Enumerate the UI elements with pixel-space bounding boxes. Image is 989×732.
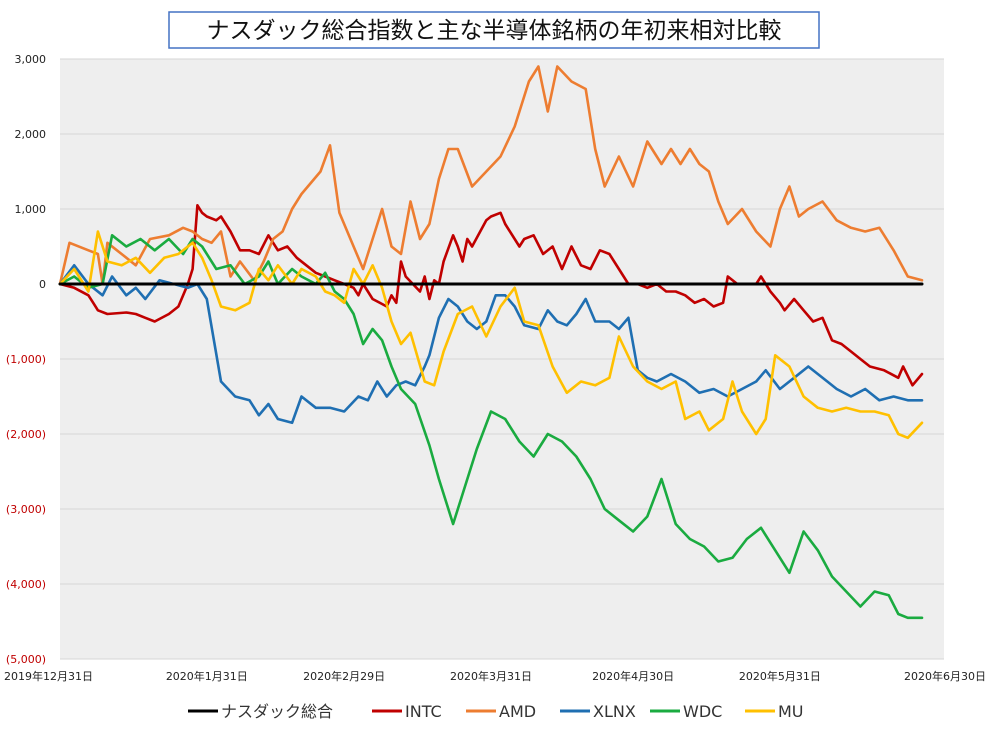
y-tick-label: (2,000) (6, 428, 46, 441)
y-tick-label: 3,000 (15, 53, 47, 66)
legend-label: ナスダック総合 (221, 702, 333, 721)
x-tick-label: 2020年6月30日 (904, 669, 986, 683)
series-lines (58, 65, 924, 620)
series-line-amd (58, 65, 924, 286)
x-tick-label: 2020年3月31日 (450, 669, 532, 683)
x-tick-label: 2020年4月30日 (592, 669, 674, 683)
legend: ナスダック総合 INTC AMD XLNX WDC MU (188, 702, 804, 721)
y-tick-label: 1,000 (15, 203, 47, 216)
x-tick-label: 2019年12月31日 (4, 669, 93, 683)
y-tick-label: (4,000) (6, 578, 46, 591)
series-line-mu (58, 230, 924, 440)
legend-label: MU (778, 702, 804, 721)
y-axis-tick-labels: 3,000 2,000 1,000 0 (1,000) (2,000) (3,000) (4,… (6, 53, 46, 666)
legend-label: INTC (405, 702, 442, 721)
legend-label: AMD (499, 702, 536, 721)
series-line-wdc (58, 234, 924, 620)
x-tick-label: 2020年1月31日 (166, 669, 248, 683)
x-axis-tick-labels: 2019年12月31日 2020年1月31日 2020年2月29日 2020年3月31… (4, 669, 986, 683)
legend-label: WDC (683, 702, 722, 721)
chart-title: ナスダック総合指数と主な半導体銘柄の年初来相対比較 (207, 18, 782, 44)
chart-title-group: ナスダック総合指数と主な半導体銘柄の年初来相対比較 (168, 11, 820, 49)
y-tick-label: (1,000) (6, 353, 46, 366)
legend-label: XLNX (593, 702, 636, 721)
y-tick-label: (3,000) (6, 503, 46, 516)
y-tick-label: (5,000) (6, 653, 46, 666)
x-tick-label: 2020年2月29日 (303, 669, 385, 683)
y-tick-label: 0 (39, 278, 46, 291)
y-tick-label: 2,000 (15, 128, 47, 141)
x-tick-label: 2020年5月31日 (739, 669, 821, 683)
chart-title-box (168, 11, 820, 49)
series-line-intc (58, 204, 924, 387)
gridlines (60, 58, 944, 660)
